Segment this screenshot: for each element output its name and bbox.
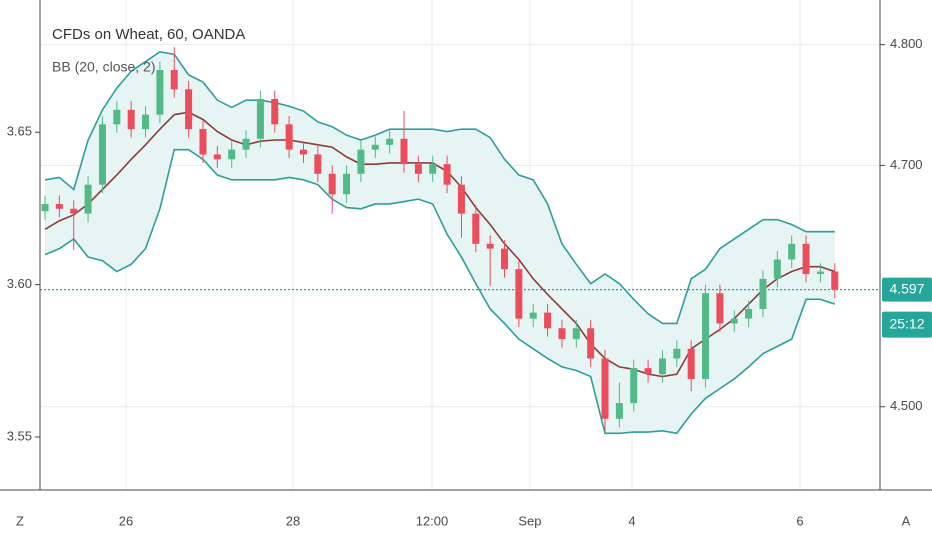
candle-body	[658, 358, 666, 375]
y-tick-label: 4.700	[890, 157, 923, 172]
candle-body	[572, 328, 580, 340]
candle-body	[501, 248, 509, 270]
band-line	[44, 148, 836, 435]
x-tick-label: 26	[119, 513, 133, 528]
candle-body	[544, 312, 552, 329]
candle-body	[357, 149, 365, 174]
candle-body	[515, 269, 523, 319]
candle-body	[314, 154, 322, 174]
candle-body	[400, 138, 408, 165]
candle-body	[213, 154, 221, 160]
band-fill	[45, 51, 835, 434]
candle-body	[558, 328, 566, 340]
candle-body	[343, 173, 351, 195]
candle-body	[615, 403, 623, 419]
y2-tick-label: 3.65	[7, 124, 32, 139]
candle-body	[816, 271, 824, 274]
candle-body	[41, 203, 49, 212]
candle-body	[127, 109, 135, 130]
candle-body	[773, 259, 781, 279]
candle-body	[788, 243, 796, 260]
candle-body	[185, 89, 193, 130]
y2-tick-label: 3.55	[7, 428, 32, 443]
candle-body	[98, 124, 106, 185]
candle-body	[831, 271, 839, 290]
candle-body	[299, 149, 307, 155]
candle-body	[55, 203, 63, 209]
candle-body	[242, 138, 250, 150]
countdown-label: 25:12	[889, 315, 924, 331]
candle-body	[644, 368, 652, 375]
y-tick-label: 4.500	[890, 398, 923, 413]
candle-body	[443, 164, 451, 185]
candle-body	[673, 348, 681, 359]
candle-body	[70, 208, 78, 214]
candle-body	[687, 348, 695, 379]
x-tick-label: 12:00	[416, 513, 449, 528]
candle-body	[371, 144, 379, 150]
countdown-box	[882, 311, 932, 338]
candle-body	[630, 368, 638, 404]
last-price-label: 4.597	[889, 280, 924, 296]
plot-area	[40, 0, 880, 490]
candle-body	[745, 308, 753, 319]
candle-body	[271, 98, 279, 125]
candle-body	[84, 184, 92, 214]
candle-body	[601, 358, 609, 419]
candle-body	[256, 98, 264, 139]
indicator-label: BB (20, close, 2)	[52, 59, 156, 75]
candle-body	[716, 293, 724, 324]
candle-body	[285, 124, 293, 150]
candle-body	[414, 164, 422, 174]
candle-body	[457, 184, 465, 214]
candle-body	[802, 243, 810, 274]
candle-body	[702, 293, 710, 379]
candle-body	[170, 70, 178, 90]
candle-body	[730, 318, 738, 324]
candle-body	[199, 129, 207, 155]
x-tick-label: 4	[628, 513, 635, 528]
y-tick-label: 4.800	[890, 36, 923, 51]
candle-body	[386, 138, 394, 145]
y2-tick-label: 3.60	[7, 276, 32, 291]
candle-body	[472, 213, 480, 244]
zoom-button[interactable]: Z	[16, 513, 24, 528]
chart-title: CFDs on Wheat, 60, OANDA	[52, 26, 245, 43]
candle-body	[228, 149, 236, 160]
x-tick-label: 6	[796, 513, 803, 528]
candle-body	[759, 278, 767, 309]
candle-body	[113, 109, 121, 125]
candle-body	[486, 243, 494, 249]
x-tick-label: Sep	[518, 513, 541, 528]
candle-body	[142, 114, 150, 130]
candle-body	[429, 164, 437, 174]
band-line	[44, 51, 835, 325]
candle-body	[587, 328, 595, 359]
candle-body	[328, 173, 336, 195]
auto-scale-button[interactable]: A	[902, 513, 911, 528]
x-tick-label: 28	[286, 513, 300, 528]
candle-body	[156, 70, 164, 115]
last-price-box	[882, 277, 932, 302]
candle-body	[529, 312, 537, 319]
